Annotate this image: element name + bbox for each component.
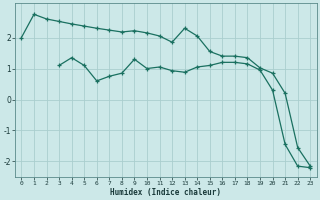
X-axis label: Humidex (Indice chaleur): Humidex (Indice chaleur) (110, 188, 221, 197)
